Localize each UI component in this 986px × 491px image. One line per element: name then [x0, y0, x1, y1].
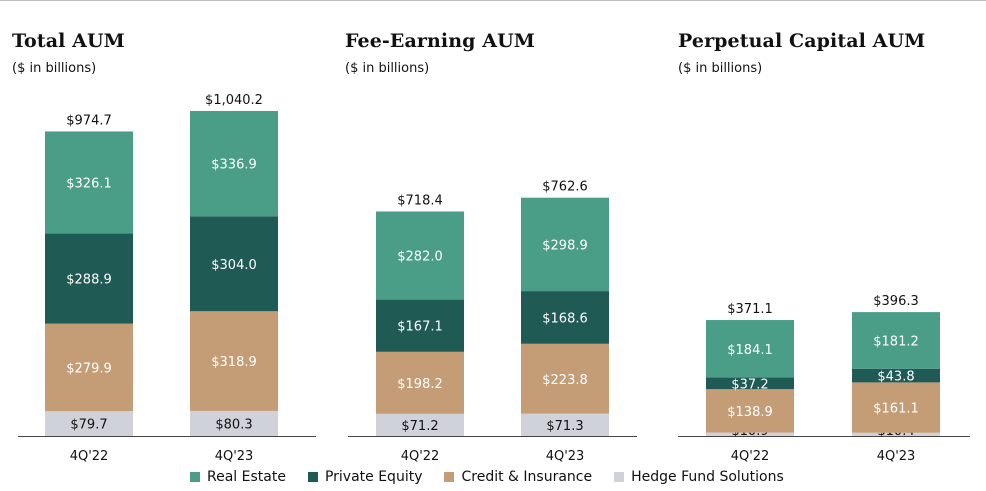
legend-label: Real Estate: [207, 469, 286, 485]
legend-swatch: [190, 472, 200, 482]
perpetual-capital-aum-panel: Perpetual Capital AUM ($ in billions): [678, 0, 986, 491]
segment-value-label: $79.7: [70, 418, 107, 433]
segment-value-label: $37.2: [731, 377, 768, 392]
segment-value-label: $336.9: [211, 158, 257, 173]
bar-segment-real-estate: [706, 320, 794, 378]
segment-value-label: $138.9: [727, 405, 773, 420]
bar-segment-credit-insurance: [521, 343, 609, 414]
segment-value-label: $168.6: [542, 311, 588, 326]
x-tick-label: 4Q'23: [215, 449, 254, 464]
bar-segment-private-equity: [376, 299, 464, 352]
x-tick-label: 4Q'22: [401, 449, 440, 464]
bar-segment-credit-insurance: [190, 311, 278, 411]
chart-title: Total AUM: [12, 30, 125, 52]
bar-segment-hedge-fund-solutions: [190, 410, 278, 436]
segment-value-label: $80.3: [215, 417, 252, 432]
bar-segment-real-estate: [521, 197, 609, 292]
total-value-label: $974.7: [66, 113, 112, 128]
segment-value-label: $198.2: [397, 377, 443, 392]
legend-item-private-equity: Private Equity: [307, 469, 423, 485]
bar-segment-hedge-fund-solutions: [852, 432, 940, 436]
bar-segment-credit-insurance: [852, 382, 940, 433]
bar-segment-real-estate: [376, 211, 464, 300]
legend-swatch: [614, 472, 625, 482]
total-value-label: $396.3: [873, 294, 919, 309]
segment-value-label: $318.9: [211, 355, 257, 370]
segment-value-label: $288.9: [66, 272, 112, 287]
x-tick-label: 4Q'23: [546, 449, 585, 464]
legend-label: Hedge Fund Solutions: [631, 469, 784, 485]
legend-label: Credit & Insurance: [461, 469, 593, 485]
total-aum-panel: Total AUM ($ in billions): [12, 0, 332, 491]
bar-segment-hedge-fund-solutions: [376, 413, 464, 436]
chart-title: Fee-Earning AUM: [345, 30, 535, 52]
x-tick-label: 4Q'22: [731, 449, 770, 464]
legend: Real Estate Private Equity Credit & Insu…: [190, 469, 806, 485]
segment-value-label: $71.2: [401, 419, 438, 434]
bar-segment-hedge-fund-solutions: [706, 432, 794, 436]
bar-segment-private-equity: [190, 216, 278, 312]
bar-segment-credit-insurance: [45, 323, 133, 412]
legend-swatch: [444, 472, 455, 482]
bar-segment-real-estate: [190, 110, 278, 217]
bar-segment-hedge-fund-solutions: [45, 411, 133, 436]
segment-value-label: $43.8: [877, 370, 914, 385]
chart-subtitle: ($ in billions): [12, 61, 97, 76]
chart-subtitle: ($ in billions): [345, 61, 430, 76]
fee-earning-aum-panel: Fee-Earning AUM ($ in billions): [345, 0, 665, 491]
total-value-label: $1,040.2: [205, 93, 263, 108]
segment-value-label: $326.1: [66, 176, 112, 191]
bar-segment-hedge-fund-solutions: [521, 413, 609, 436]
segment-value-label: $167.1: [397, 320, 443, 335]
legend-item-hedge-fund-solutions: Hedge Fund Solutions: [614, 469, 784, 485]
legend-item-credit-insurance: Credit & Insurance: [444, 469, 592, 485]
segment-value-label: $298.9: [542, 238, 588, 253]
bar-segment-credit-insurance: [706, 389, 794, 433]
bar-segment-real-estate: [45, 131, 133, 234]
segment-value-label: $161.1: [873, 402, 919, 417]
segment-value-label: $223.8: [542, 373, 588, 388]
x-tick-label: 4Q'23: [877, 449, 916, 464]
chart-title: Perpetual Capital AUM: [678, 30, 926, 52]
segment-value-label: $71.3: [546, 419, 583, 434]
segment-value-label: $304.0: [211, 258, 257, 273]
bar-segment-private-equity: [706, 377, 794, 390]
top-divider: [0, 0, 986, 1]
legend-swatch: [307, 472, 318, 482]
legend-label: Private Equity: [324, 469, 423, 485]
bar-segment-private-equity: [521, 291, 609, 344]
segment-value-label: $181.2: [873, 334, 919, 349]
bar-segment-real-estate: [852, 312, 940, 369]
total-value-label: $371.1: [727, 302, 773, 317]
total-value-label: $718.4: [397, 193, 443, 208]
segment-value-label: $184.1: [727, 343, 773, 358]
total-value-label: $762.6: [542, 180, 588, 195]
x-tick-label: 4Q'22: [70, 449, 109, 464]
legend-item-real-estate: Real Estate: [190, 469, 286, 485]
segment-value-label: $282.0: [397, 250, 443, 265]
bar-segment-private-equity: [45, 233, 133, 324]
bar-segment-private-equity: [852, 368, 940, 383]
segment-value-label: $279.9: [66, 361, 112, 376]
bar-segment-credit-insurance: [376, 351, 464, 414]
chart-subtitle: ($ in billions): [678, 61, 763, 76]
